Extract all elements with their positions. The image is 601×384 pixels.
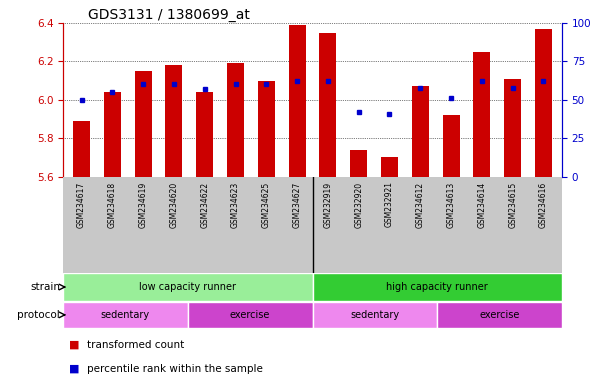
Bar	[104, 92, 121, 177]
Text: GSM234615: GSM234615	[508, 182, 517, 228]
Text: GSM234622: GSM234622	[200, 182, 209, 228]
Bar	[227, 63, 244, 177]
Bar	[535, 29, 552, 177]
Text: transformed count: transformed count	[87, 340, 185, 350]
Text: exercise: exercise	[230, 310, 270, 320]
Text: sedentary: sedentary	[101, 310, 150, 320]
Bar	[412, 86, 429, 177]
Bar	[350, 150, 367, 177]
FancyBboxPatch shape	[438, 302, 562, 328]
Text: percentile rank within the sample: percentile rank within the sample	[87, 364, 263, 374]
Text: GSM234616: GSM234616	[539, 182, 548, 228]
Text: high capacity runner: high capacity runner	[386, 282, 488, 292]
Text: GSM234625: GSM234625	[262, 182, 271, 228]
FancyBboxPatch shape	[63, 302, 188, 328]
Text: GSM234614: GSM234614	[477, 182, 486, 228]
Bar	[504, 79, 521, 177]
Text: exercise: exercise	[480, 310, 520, 320]
Bar	[442, 115, 460, 177]
Text: GSM234623: GSM234623	[231, 182, 240, 228]
Text: GSM234619: GSM234619	[139, 182, 148, 228]
Bar	[258, 81, 275, 177]
Text: GSM234617: GSM234617	[77, 182, 86, 228]
Text: sedentary: sedentary	[350, 310, 400, 320]
Text: GSM234627: GSM234627	[293, 182, 302, 228]
Text: GSM232921: GSM232921	[385, 182, 394, 227]
Bar	[381, 157, 398, 177]
FancyBboxPatch shape	[313, 273, 562, 301]
Bar	[135, 71, 151, 177]
Bar	[288, 25, 305, 177]
FancyBboxPatch shape	[313, 302, 438, 328]
Text: GSM234618: GSM234618	[108, 182, 117, 228]
Bar	[165, 65, 183, 177]
Text: protocol: protocol	[17, 310, 60, 320]
Text: strain: strain	[30, 282, 60, 292]
Text: GSM234620: GSM234620	[169, 182, 178, 228]
Text: low capacity runner: low capacity runner	[139, 282, 236, 292]
Bar	[197, 92, 213, 177]
Text: GDS3131 / 1380699_at: GDS3131 / 1380699_at	[88, 8, 250, 22]
Text: ■: ■	[69, 340, 79, 350]
FancyBboxPatch shape	[63, 273, 313, 301]
Text: GSM232919: GSM232919	[323, 182, 332, 228]
Bar	[73, 121, 90, 177]
Text: GSM234613: GSM234613	[447, 182, 456, 228]
Bar	[320, 33, 337, 177]
Text: GSM232920: GSM232920	[354, 182, 363, 228]
FancyBboxPatch shape	[188, 302, 313, 328]
Bar	[474, 52, 490, 177]
Text: GSM234612: GSM234612	[416, 182, 425, 228]
Text: ■: ■	[69, 364, 79, 374]
